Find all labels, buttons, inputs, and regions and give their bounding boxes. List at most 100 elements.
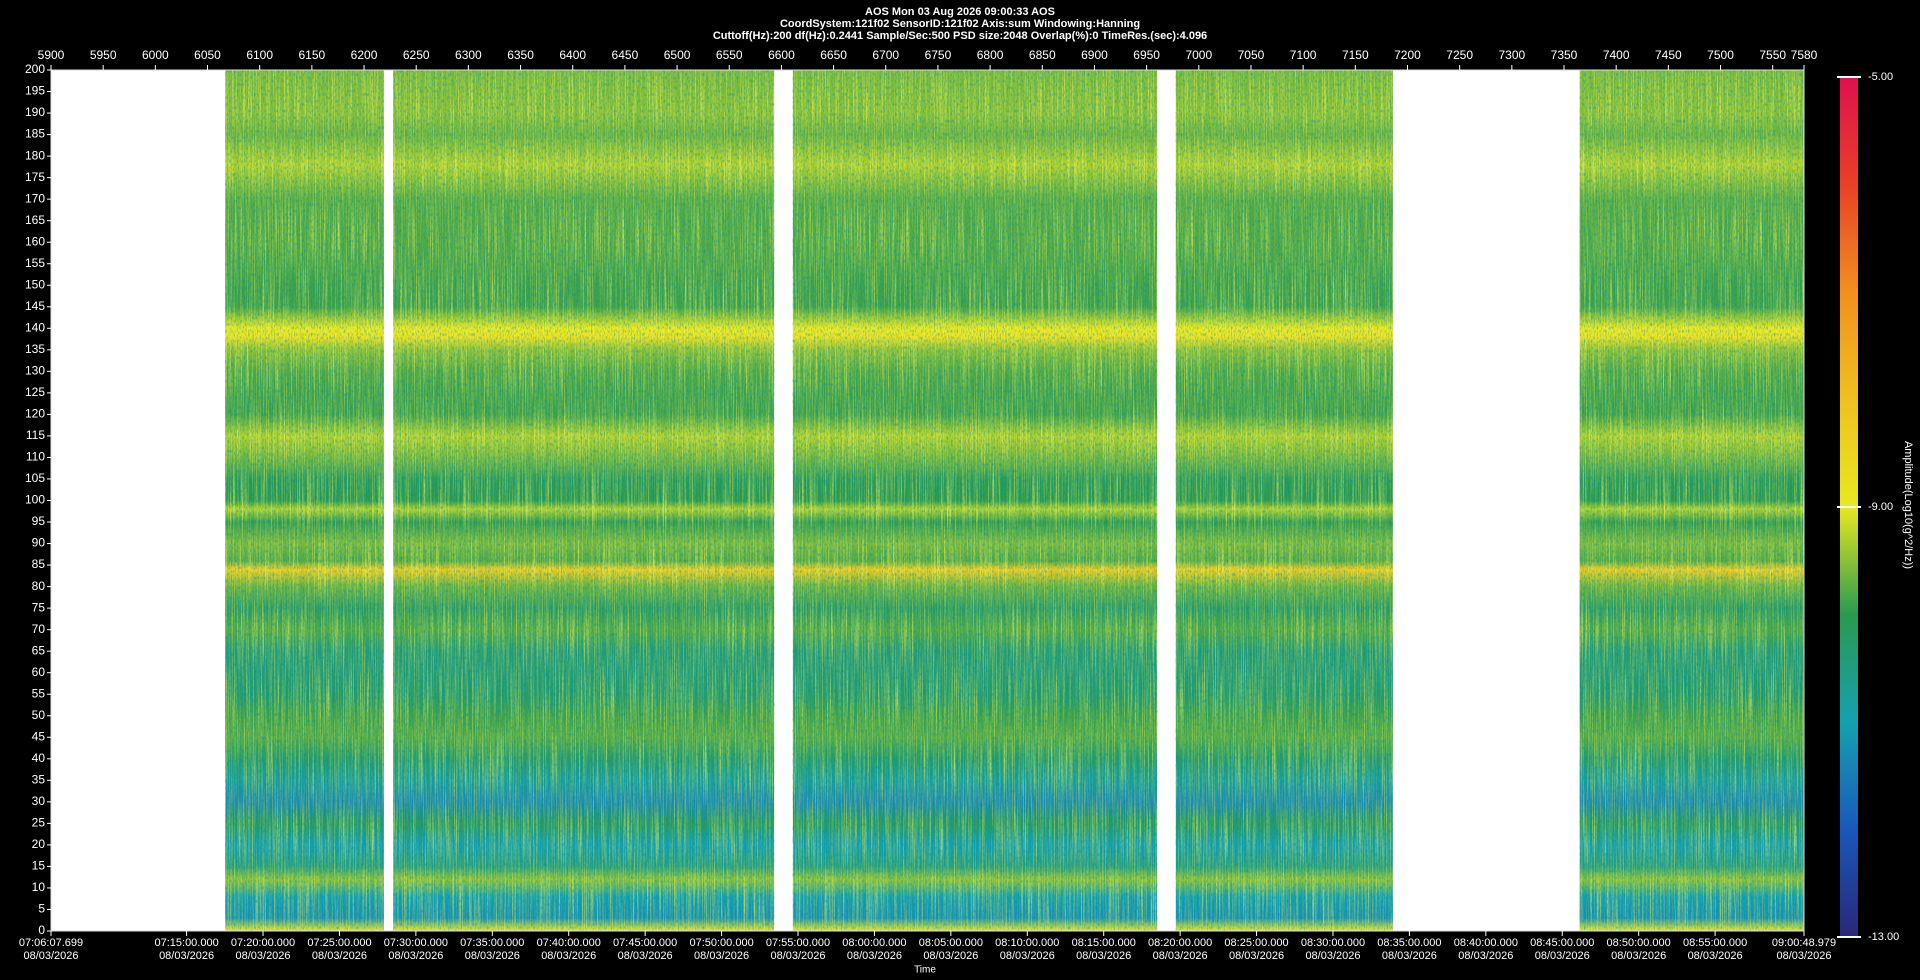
y-tick-label: 115 [26,428,45,442]
y-tick-label: 110 [26,450,45,464]
x-tick-label: 7050 [1238,48,1265,62]
spectrogram-texture [225,70,384,931]
x2-tick-label: 07:50:00.000 [689,937,753,949]
x-tick-label: 7580 [1791,48,1818,62]
y-tick-label: 10 [32,880,46,894]
x2-tick-date: 08/03/2026 [1305,950,1360,962]
x-tick-label: 6550 [716,48,743,62]
x2-tick-label: 08:05:00.000 [919,937,983,949]
x2-tick-label: 07:40:00.000 [537,937,601,949]
x-tick-label: 7200 [1394,48,1421,62]
y-tick-label: 180 [25,148,45,162]
y-tick-label: 105 [25,471,45,485]
x2-tick-date: 08/03/2026 [159,950,214,962]
x2-tick-date: 08/03/2026 [1000,950,1055,962]
x2-tick-label: 08:10:00.000 [995,937,1059,949]
x-tick-label: 6100 [246,48,273,62]
x-tick-label: 7000 [1185,48,1212,62]
x2-tick-date: 08/03/2026 [1229,950,1284,962]
x-tick-label: 6700 [872,48,899,62]
x-tick-label: 6800 [977,48,1004,62]
colorbar-tick-label: -13.00 [1868,931,1899,943]
y-tick-label: 55 [32,686,46,700]
x-tick-label: 6050 [194,48,221,62]
y-tick-label: 60 [32,665,46,679]
x-tick-label: 7250 [1446,48,1473,62]
colorbar-title: Amplitude(Log10(g^2/Hz)) [1902,441,1914,569]
y-tick-label: 40 [32,751,46,765]
x2-tick-label: 07:30:00.000 [384,937,448,949]
chart-subtitle: Cuttoff(Hz):200 df(Hz):0.2441 Sample/Sec… [713,30,1207,42]
y-tick-label: 0 [38,923,45,937]
x-tick-label: 6150 [299,48,326,62]
y-tick-label: 95 [32,514,46,528]
spectrogram-texture [792,70,1158,931]
y-tick-label: 190 [25,105,45,119]
x2-tick-date: 08/03/2026 [1688,950,1743,962]
y-tick-label: 15 [32,859,46,873]
x-tick-label: 6300 [455,48,482,62]
y-tick-label: 80 [32,579,46,593]
x2-tick-label: 08:00:00.000 [842,937,906,949]
x-tick-label: 6250 [403,48,430,62]
x-tick-label: 5900 [38,48,65,62]
chart-title: AOS Mon 03 Aug 2026 09:00:33 AOS [865,6,1055,18]
x-tick-label: 6500 [664,48,691,62]
y-tick-label: 175 [25,170,45,184]
y-tick-label: 75 [32,600,46,614]
x2-tick-date: 08/03/2026 [618,950,673,962]
y-tick-label: 35 [32,772,46,786]
spectrogram-texture [1579,70,1804,931]
y-tick-label: 200 [25,62,45,76]
x-tick-label: 6000 [142,48,169,62]
x2-tick-date: 08/03/2026 [1611,950,1666,962]
y-tick-label: 140 [25,320,45,334]
x2-tick-date: 08/03/2026 [235,950,290,962]
x-tick-label: 6200 [351,48,378,62]
y-tick-label: 145 [25,299,45,313]
y-tick-label: 170 [25,191,45,205]
x-tick-label: 6850 [1029,48,1056,62]
colorbar-tick-label: -9.00 [1868,501,1893,513]
x2-tick-label: 08:15:00.000 [1072,937,1136,949]
y-tick-label: 70 [32,622,46,636]
x2-tick-date: 08/03/2026 [1776,950,1831,962]
x-tick-label: 5950 [90,48,117,62]
x-tick-label: 7550 [1759,48,1786,62]
y-tick-label: 165 [25,213,45,227]
y-tick-label: 5 [38,902,45,916]
x2-tick-label: 08:40:00.000 [1454,937,1518,949]
x-tick-label: 6400 [559,48,586,62]
y-tick-label: 150 [25,277,45,291]
x2-tick-label: 07:20:00.000 [231,937,295,949]
y-tick-label: 45 [32,729,46,743]
y-tick-label: 90 [32,536,46,550]
y-tick-label: 130 [25,364,45,378]
x2-tick-label: 08:50:00.000 [1607,937,1671,949]
x-axis-title: Time [914,965,936,976]
x2-tick-date: 08/03/2026 [1458,950,1513,962]
x2-tick-date: 08/03/2026 [1076,950,1131,962]
x2-tick-date: 08/03/2026 [1382,950,1437,962]
y-tick-label: 65 [32,643,46,657]
x-tick-label: 7150 [1342,48,1369,62]
x-tick-label: 6600 [768,48,795,62]
x-tick-label: 7500 [1707,48,1734,62]
x2-tick-label: 07:45:00.000 [613,937,677,949]
y-tick-label: 120 [25,407,45,421]
y-tick-label: 30 [32,794,46,808]
x2-tick-label: 08:45:00.000 [1530,937,1594,949]
colorbar-tick-label: -5.00 [1868,71,1893,83]
y-tick-label: 155 [25,256,45,270]
x2-tick-label: 07:25:00.000 [307,937,371,949]
x-tick-label: 6750 [925,48,952,62]
x-tick-label: 7100 [1290,48,1317,62]
x2-tick-date: 08/03/2026 [1153,950,1208,962]
y-tick-label: 135 [25,342,45,356]
x-tick-label: 6900 [1081,48,1108,62]
x-tick-label: 7350 [1551,48,1578,62]
x2-tick-date: 08/03/2026 [770,950,825,962]
x2-tick-label: 08:30:00.000 [1301,937,1365,949]
y-tick-label: 195 [25,84,45,98]
